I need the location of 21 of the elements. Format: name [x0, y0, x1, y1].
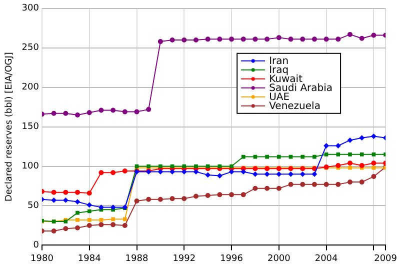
- x-tick-label: 1984: [78, 254, 102, 264]
- y-tick-label: 150: [22, 122, 40, 132]
- x-tick-label: 1992: [172, 254, 196, 264]
- legend-label: Iraq: [269, 64, 289, 76]
- y-tick-label: 100: [22, 162, 40, 172]
- y-tick-label: 0: [33, 240, 40, 251]
- x-tick-label: 1996: [220, 254, 244, 264]
- y-tick-label: 200: [22, 82, 40, 93]
- legend-label: UAE: [269, 92, 290, 103]
- y-axis-title: Declared reserves (bbl) [EIA/OGJ]: [4, 52, 15, 202]
- x-tick-label: 2000: [267, 254, 291, 264]
- legend-label: Venezuela: [269, 100, 320, 112]
- y-tick-label: 300: [22, 4, 40, 14]
- y-tick-label: 250: [22, 43, 40, 54]
- x-tick-label: 1980: [30, 254, 54, 264]
- x-tick-label: 2009: [374, 254, 398, 264]
- x-tick-label: 1988: [125, 254, 148, 264]
- legend-label: Saudi Arabia: [269, 82, 333, 94]
- y-tick-label: 50: [28, 201, 40, 212]
- legend-label: Iran: [269, 56, 289, 67]
- x-tick-label: 2004: [314, 254, 338, 264]
